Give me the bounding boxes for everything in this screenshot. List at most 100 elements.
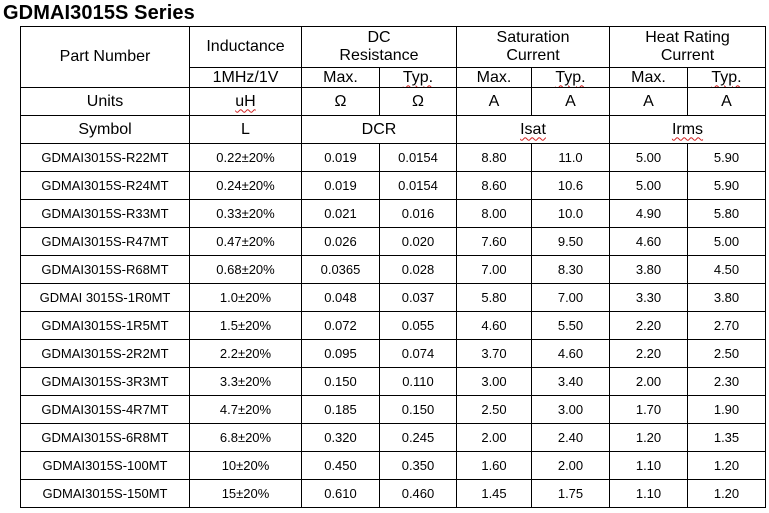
part-number-cell: GDMAI3015S-R33MT (20, 199, 190, 228)
irms-typ-label: Typ. (711, 68, 742, 86)
part-number-cell: GDMAI3015S-1R5MT (20, 311, 190, 340)
isat-typ-cell: 8.30 (531, 255, 610, 284)
units-label: Units (20, 87, 190, 116)
isat-typ-cell: 3.40 (531, 367, 610, 396)
inductance-symbol: L (189, 115, 302, 144)
irms-typ-cell: 2.50 (687, 339, 766, 368)
inductance-cell: 0.22±20% (189, 143, 302, 172)
isat-typ-cell: 10.0 (531, 199, 610, 228)
dcr-max-cell: 0.021 (301, 199, 380, 228)
isat-max-cell: 7.00 (456, 255, 532, 284)
isat-max-cell: 5.80 (456, 283, 532, 312)
dcr-max-cell: 0.150 (301, 367, 380, 396)
dcr-max-cell: 0.072 (301, 311, 380, 340)
irms-typ-cell: 2.30 (687, 367, 766, 396)
table-row: GDMAI3015S-2R2MT 2.2±20% 0.095 0.074 3.70 4.6… (20, 339, 766, 368)
irms-typ-unit: A (687, 87, 766, 116)
dcr-typ-cell: 0.074 (379, 339, 457, 368)
dcr-typ-cell: 0.350 (379, 451, 457, 480)
dcr-typ-cell: 0.150 (379, 395, 457, 424)
dcr-max-cell: 0.450 (301, 451, 380, 480)
part-number-cell: GDMAI3015S-R68MT (20, 255, 190, 284)
dcr-typ-cell: 0.020 (379, 227, 457, 256)
inductance-cell: 2.2±20% (189, 339, 302, 368)
heat-rating-current-header: Heat Rating Current (609, 26, 766, 68)
table-row: GDMAI3015S-R22MT 0.22±20% 0.019 0.0154 8.80 1… (20, 143, 766, 172)
irms-typ-cell: 5.00 (687, 227, 766, 256)
isat-max-cell: 4.60 (456, 311, 532, 340)
dcr-typ-unit: Ω (379, 87, 457, 116)
isat-max-cell: 3.70 (456, 339, 532, 368)
irms-max-cell: 3.30 (609, 283, 688, 312)
isat-typ-cell: 11.0 (531, 143, 610, 172)
irms-symbol-label: Irms (671, 120, 704, 138)
isat-typ-unit: A (531, 87, 610, 116)
part-number-cell: GDMAI3015S-2R2MT (20, 339, 190, 368)
inductance-cell: 0.24±20% (189, 171, 302, 200)
part-number-cell: GDMAI3015S-3R3MT (20, 367, 190, 396)
isat-max-cell: 8.80 (456, 143, 532, 172)
part-number-cell: GDMAI3015S-150MT (20, 479, 190, 508)
inductance-cell: 0.33±20% (189, 199, 302, 228)
isat-max-cell: 2.50 (456, 395, 532, 424)
table-row: GDMAI3015S-150MT 15±20% 0.610 0.460 1.45 1.75… (20, 479, 766, 508)
table-row: GDMAI3015S-R24MT 0.24±20% 0.019 0.0154 8.60 1… (20, 171, 766, 200)
irms-max-cell: 4.90 (609, 199, 688, 228)
isat-max-cell: 2.00 (456, 423, 532, 452)
dcr-symbol: DCR (301, 115, 457, 144)
irms-typ-cell: 3.80 (687, 283, 766, 312)
inductance-cell: 6.8±20% (189, 423, 302, 452)
heat-rating-line1: Heat Rating (645, 29, 730, 46)
dc-resistance-header: DC Resistance (301, 26, 457, 68)
isat-typ-label: Typ. (555, 68, 586, 86)
isat-symbol-label: Isat (520, 120, 546, 138)
irms-max-cell: 1.10 (609, 451, 688, 480)
table-row: GDMAI3015S-6R8MT 6.8±20% 0.320 0.245 2.00 2.4… (20, 423, 766, 452)
table-row: GDMAI3015S-1R5MT 1.5±20% 0.072 0.055 4.60 5.5… (20, 311, 766, 340)
isat-max-header: Max. (456, 67, 532, 88)
irms-symbol: Irms (609, 115, 766, 144)
inductance-cell: 15±20% (189, 479, 302, 508)
isat-typ-header: Typ. (531, 67, 610, 88)
irms-max-cell: 2.00 (609, 367, 688, 396)
dcr-typ-header: Typ. (379, 67, 457, 88)
dcr-max-cell: 0.095 (301, 339, 380, 368)
isat-max-cell: 7.60 (456, 227, 532, 256)
irms-typ-header: Typ. (687, 67, 766, 88)
isat-symbol: Isat (456, 115, 610, 144)
part-number-cell: GDMAI 3015S-1R0MT (20, 283, 190, 312)
irms-max-cell: 5.00 (609, 143, 688, 172)
isat-typ-cell: 5.50 (531, 311, 610, 340)
isat-max-cell: 8.00 (456, 199, 532, 228)
isat-typ-cell: 4.60 (531, 339, 610, 368)
isat-max-cell: 8.60 (456, 171, 532, 200)
dcr-max-cell: 0.019 (301, 171, 380, 200)
irms-typ-cell: 1.90 (687, 395, 766, 424)
dcr-typ-cell: 0.0154 (379, 143, 457, 172)
dcr-max-cell: 0.026 (301, 227, 380, 256)
dcr-max-cell: 0.0365 (301, 255, 380, 284)
dcr-typ-cell: 0.110 (379, 367, 457, 396)
inductance-cell: 3.3±20% (189, 367, 302, 396)
irms-typ-cell: 1.20 (687, 451, 766, 480)
inductance-cell: 10±20% (189, 451, 302, 480)
part-number-cell: GDMAI3015S-100MT (20, 451, 190, 480)
inductance-cell: 4.7±20% (189, 395, 302, 424)
irms-typ-cell: 2.70 (687, 311, 766, 340)
dcr-max-cell: 0.019 (301, 143, 380, 172)
isat-typ-cell: 9.50 (531, 227, 610, 256)
saturation-current-line2: Current (506, 47, 560, 64)
isat-typ-cell: 7.00 (531, 283, 610, 312)
dc-resistance-line2: Resistance (339, 47, 419, 64)
dcr-max-cell: 0.320 (301, 423, 380, 452)
table-row: GDMAI3015S-R47MT 0.47±20% 0.026 0.020 7.60 9.… (20, 227, 766, 256)
saturation-current-line1: Saturation (496, 29, 570, 46)
dcr-max-unit: Ω (301, 87, 380, 116)
irms-typ-cell: 1.20 (687, 479, 766, 508)
table-row: GDMAI3015S-100MT 10±20% 0.450 0.350 1.60 2.00… (20, 451, 766, 480)
part-number-cell: GDMAI3015S-6R8MT (20, 423, 190, 452)
dc-resistance-line1: DC (367, 29, 391, 46)
inductance-cell: 1.5±20% (189, 311, 302, 340)
dcr-max-cell: 0.185 (301, 395, 380, 424)
dcr-max-cell: 0.048 (301, 283, 380, 312)
